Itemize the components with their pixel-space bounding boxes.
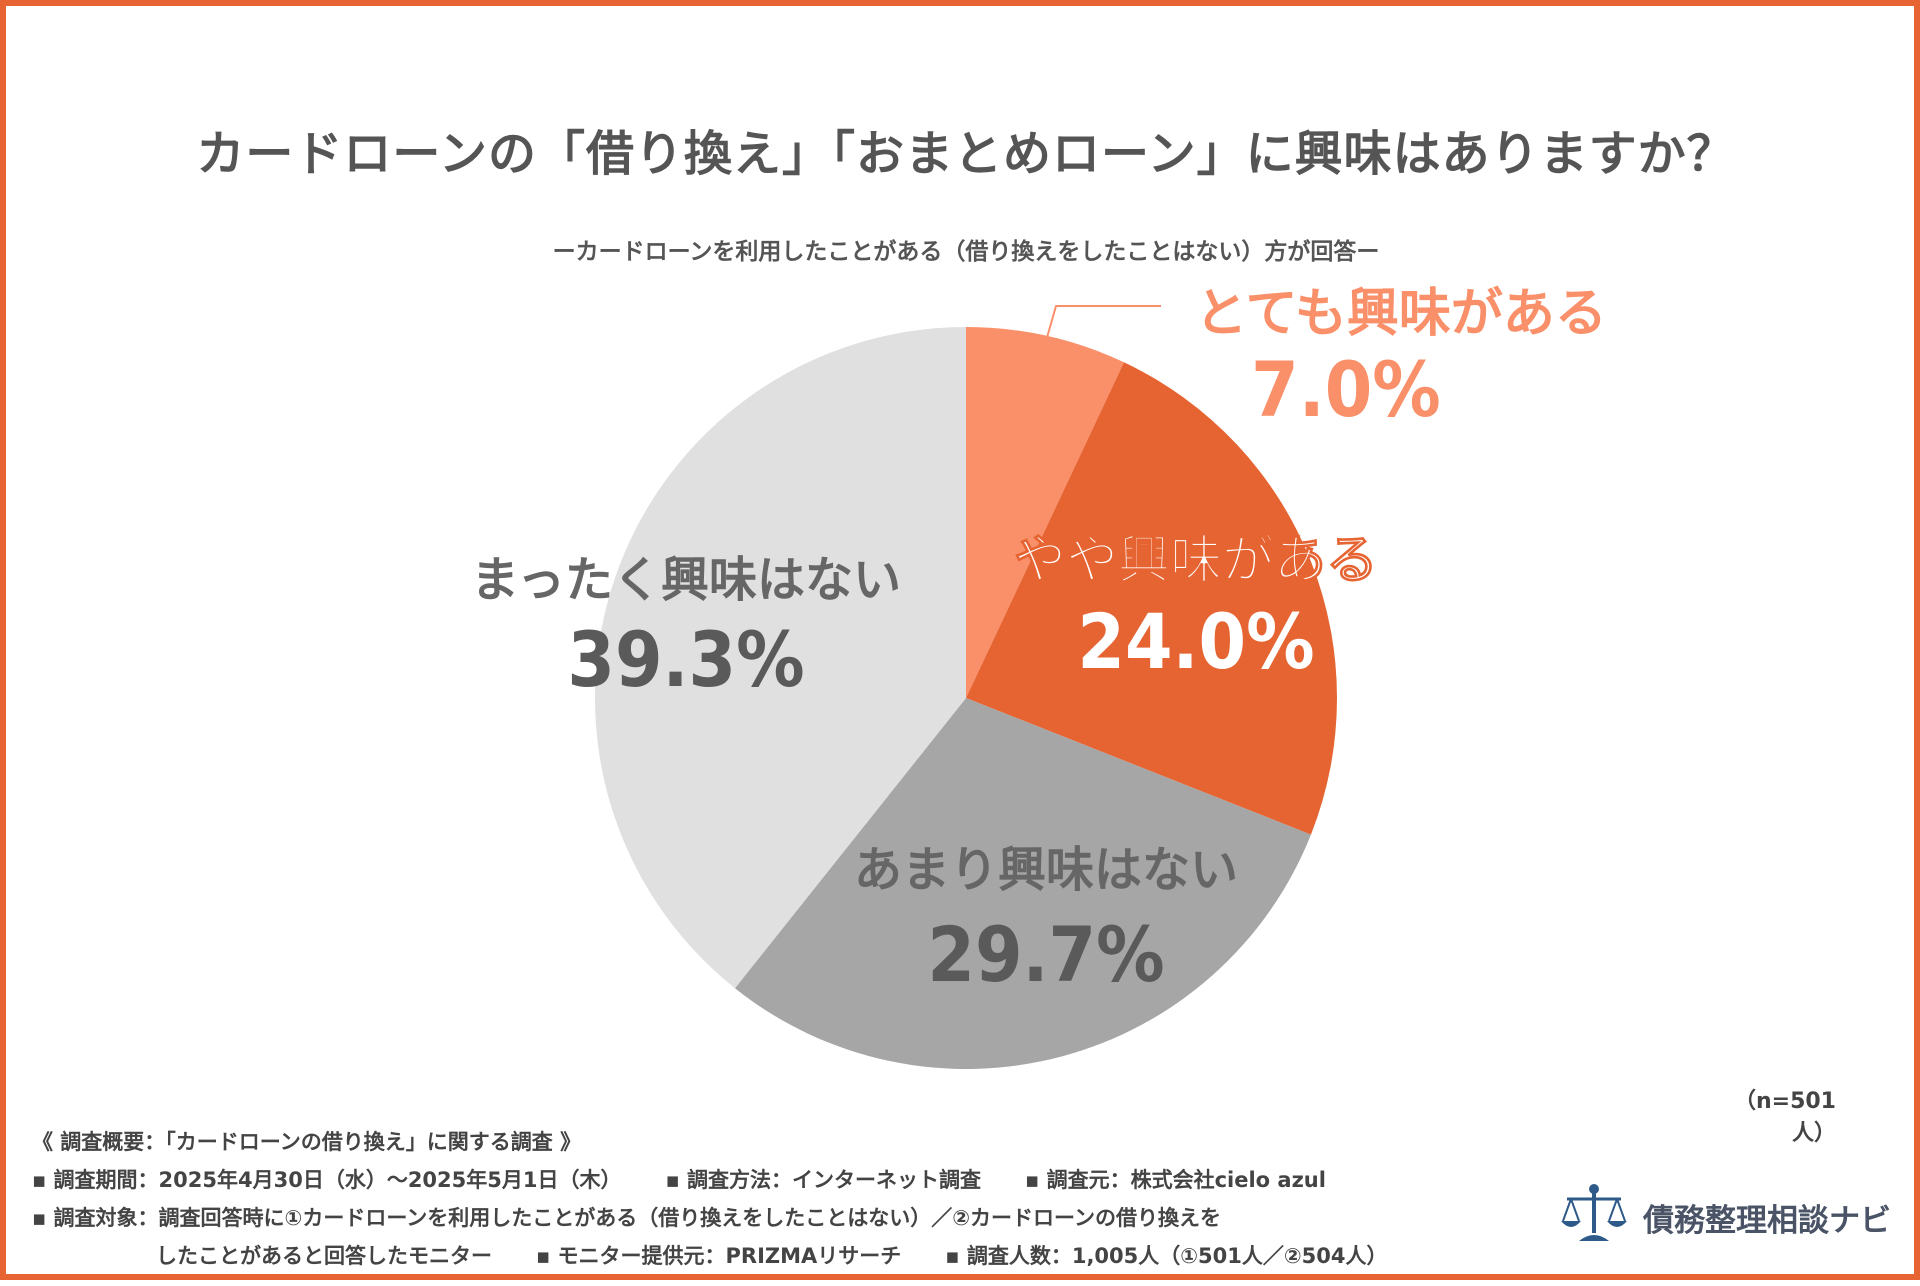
brand-name: 債務整理相談ナビ — [1643, 1203, 1891, 1239]
chart-subtitle: ーカードローンを利用したことがある（借り換えをしたことはない）方が回答ー — [552, 239, 1380, 265]
survey-overview: 《 調査概要：「カードローンの借り換え」に関する調査 》 — [32, 1130, 582, 1154]
survey-source: ▪ 調査元：株式会社cielo azul — [1025, 1168, 1326, 1192]
slice-value-2: 24.0% — [1077, 597, 1314, 686]
slice-value-3: 29.7% — [927, 910, 1164, 999]
slice-label-1: とても興味がある — [1195, 284, 1607, 344]
slice-label-3: あまり興味はない — [854, 842, 1238, 898]
survey-target-cont: したことがあると回答したモニター — [156, 1244, 492, 1268]
pie-slice-1 — [966, 327, 1124, 698]
slice-label-4: まったく興味はない — [471, 552, 901, 608]
pie-slice-3 — [734, 698, 1311, 1070]
slice-value-1: 7.0% — [1251, 345, 1441, 434]
brand-logo: 債務整理相談ナビ — [1559, 1181, 1899, 1247]
slice-value-4: 39.3% — [567, 615, 804, 704]
survey-count: ▪ 調査人数：1,005人（①501人／②504人） — [945, 1244, 1388, 1268]
pie-slice-4 — [595, 327, 966, 989]
survey-notes: 《 調査概要：「カードローンの借り換え」に関する調査 》 ▪ 調査期間：2025… — [32, 1123, 1532, 1275]
slice-label-2: やや興味がある — [1014, 531, 1378, 591]
pie-slice-2 — [966, 362, 1338, 835]
sample-size-label: （n=501人） — [1733, 1089, 1836, 1146]
survey-method: ▪ 調査方法：インターネット調査 — [665, 1168, 982, 1192]
survey-provider: ▪ モニター提供元：PRIZMAリサーチ — [536, 1244, 902, 1268]
scales-of-justice-icon — [1561, 1184, 1627, 1241]
chart-title: カードローンの「借り換え」「おまとめローン」に興味はありますか？ — [196, 126, 1736, 182]
survey-period: ▪ 調査期間：2025年4月30日（水）～2025年5月1日（木） — [32, 1168, 622, 1192]
leader-line — [1043, 305, 1161, 346]
survey-target: ▪ 調査対象：調査回答時に①カードローンを利用したことがある（借り換えをしたこと… — [32, 1206, 1221, 1230]
